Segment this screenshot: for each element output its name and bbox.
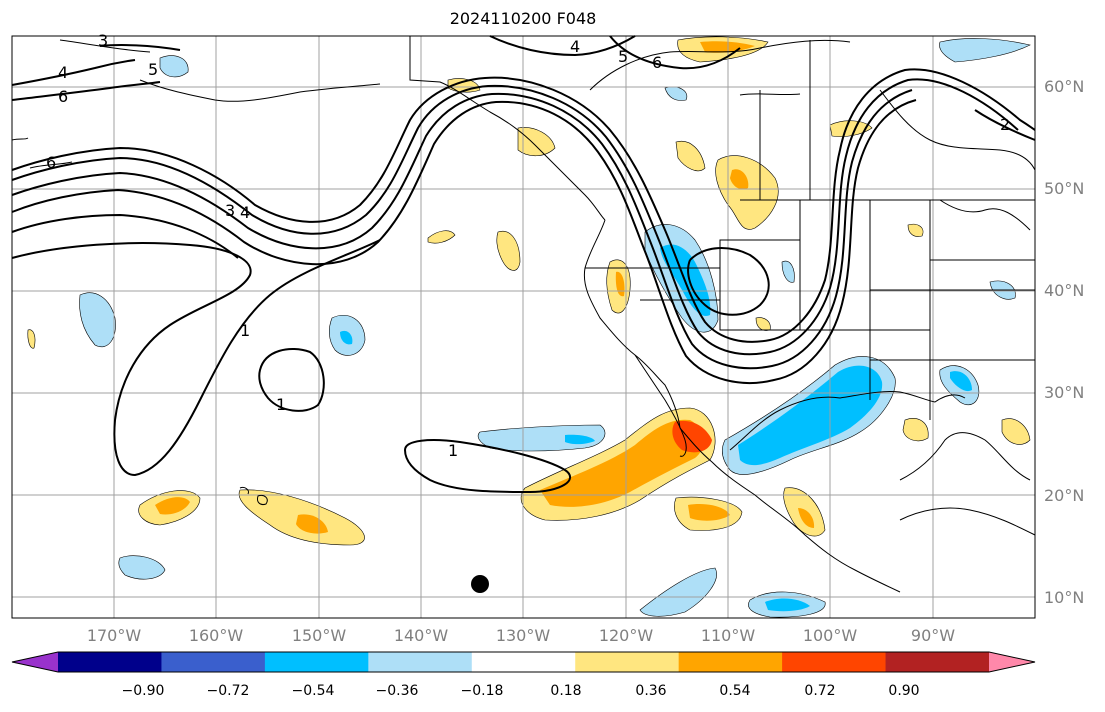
colorbar-tick-label: 0.54 <box>719 683 751 699</box>
map-frame <box>11 35 1036 619</box>
colorbar-segment <box>58 652 162 672</box>
lon-label: 100°W <box>802 626 858 645</box>
location-marker-dot <box>471 575 489 593</box>
colorbar-segment <box>575 652 680 672</box>
contour-label: 3 <box>98 31 108 50</box>
lon-label: 130°W <box>495 626 551 645</box>
contour-label: 2 <box>1000 115 1010 134</box>
colorbar-segment <box>678 652 783 672</box>
colorbar-tick-label: 0.36 <box>635 683 667 699</box>
colorbar-tick-label: 0.90 <box>888 683 920 699</box>
contour-label: 1 <box>240 321 250 340</box>
colorbar-segment <box>885 652 990 672</box>
lon-label: 120°W <box>598 626 654 645</box>
lon-label: 110°W <box>700 626 756 645</box>
lon-label: 140°W <box>393 626 449 645</box>
lon-label: 170°W <box>86 626 142 645</box>
colorbar-tick-label: −0.72 <box>206 683 250 699</box>
colorbar-tick-label: 0.72 <box>804 683 836 699</box>
colorbar <box>11 651 1036 673</box>
contour-label: 4 <box>240 203 250 222</box>
colorbar-segment <box>368 652 473 672</box>
colorbar-extend-high <box>989 652 1035 672</box>
lat-label: 60°N <box>1044 77 1085 96</box>
lat-label: 30°N <box>1044 383 1085 402</box>
contours <box>11 35 1036 494</box>
lon-label: 90°W <box>910 626 956 645</box>
contour-label: 5 <box>618 47 628 66</box>
colorbar-extend-low <box>12 652 58 672</box>
contour-label: 6 <box>652 53 662 72</box>
colorbar-tick-label: −0.90 <box>121 683 165 699</box>
lat-label: 20°N <box>1044 486 1085 505</box>
colorbar-tick-label: 0.18 <box>550 683 582 699</box>
contour-label: 6 <box>46 153 56 172</box>
contour-label: 3 <box>225 201 235 220</box>
contour-label: 6 <box>58 87 68 106</box>
contour-label: 4 <box>58 63 68 82</box>
colorbar-segment <box>161 652 266 672</box>
coastlines <box>11 36 1036 593</box>
contour-label: 1 <box>448 441 458 460</box>
colorbar-tick-label: −0.54 <box>291 683 335 699</box>
contour-label: 1 <box>276 395 286 414</box>
colorbar-segment <box>264 652 369 672</box>
lat-label: 40°N <box>1044 281 1085 300</box>
colorbar-tick-label: −0.18 <box>460 683 504 699</box>
contour-label: 4 <box>570 37 580 56</box>
lat-label: 10°N <box>1044 588 1085 607</box>
colorbar-segment <box>782 652 887 672</box>
contour-label: 5 <box>148 60 158 79</box>
anomaly-shading <box>27 36 1031 618</box>
graticule <box>12 36 1035 618</box>
colorbar-segment <box>471 652 576 672</box>
lon-label: 150°W <box>291 626 347 645</box>
contour-labels: 3 4 5 6 6 4 5 6 3 4 1 1 1 2 <box>46 31 1010 460</box>
map-title: 2024110200 F048 <box>449 9 597 28</box>
colorbar-tick-label: −0.36 <box>375 683 419 699</box>
lon-label: 160°W <box>188 626 244 645</box>
colorbar-outline <box>11 651 1036 673</box>
lat-label: 50°N <box>1044 179 1085 198</box>
